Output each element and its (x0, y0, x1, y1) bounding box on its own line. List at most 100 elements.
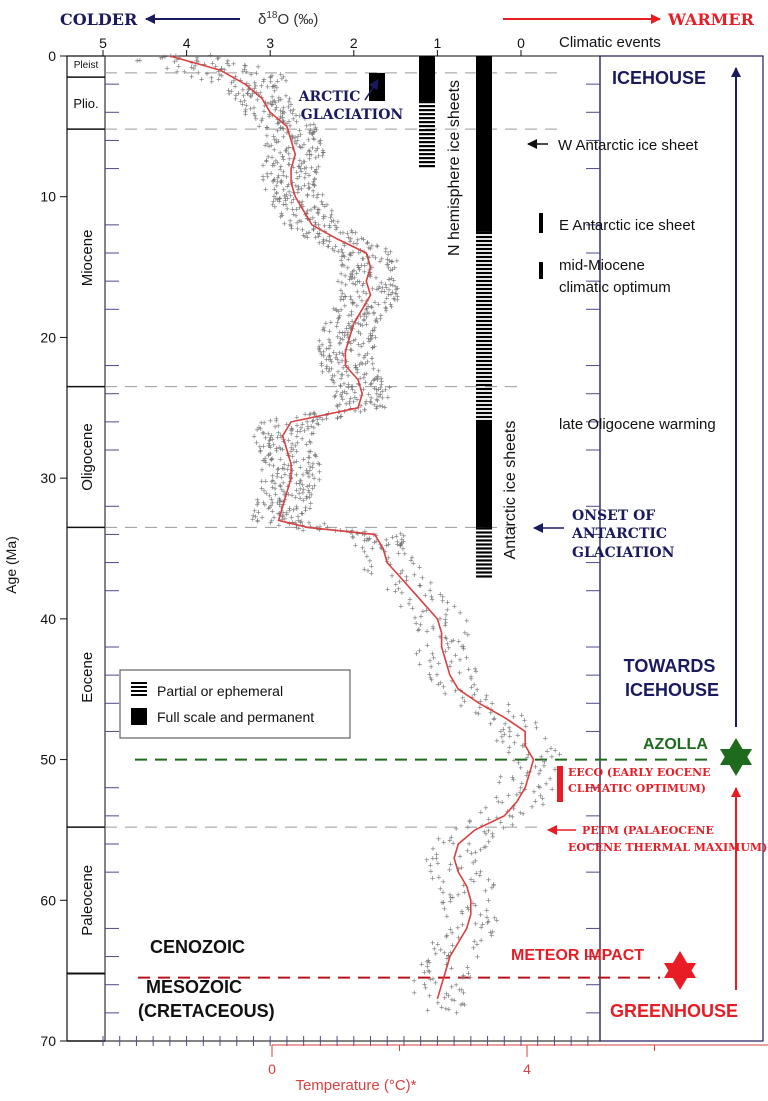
scatter-point: + (361, 234, 366, 244)
scatter-point: + (333, 242, 338, 252)
scatter-point: + (439, 898, 444, 908)
scatter-point: + (274, 416, 279, 426)
scatter-point: + (302, 232, 307, 242)
scatter-point: + (294, 523, 299, 533)
scatter-point: + (313, 451, 318, 461)
scatter-point: + (522, 785, 527, 795)
scatter-point: + (443, 1004, 448, 1014)
scatter-point: + (484, 913, 489, 923)
scatter-point: + (313, 220, 318, 230)
scatter-point: + (333, 526, 338, 536)
scatter-point: + (435, 939, 440, 949)
scatter-point: + (383, 547, 388, 557)
scatter-point: + (375, 396, 380, 406)
ice-sheet-full-bar (476, 56, 492, 232)
scatter-point: + (322, 211, 327, 221)
top-tick-label: 1 (434, 35, 442, 51)
arctic-glaciation-arrow (364, 79, 379, 101)
scatter-point: + (312, 181, 317, 191)
top-axis-label: δ18O (‰) (258, 10, 318, 28)
scatter-point: + (270, 507, 275, 517)
scatter-point: + (394, 532, 399, 542)
scatter-point: + (340, 259, 345, 269)
scatter-point: + (271, 176, 276, 186)
scatter-point: + (275, 158, 280, 168)
scatter-point: + (210, 58, 215, 68)
scatter-point: + (255, 516, 260, 526)
scatter-point: + (295, 512, 300, 522)
scatter-point: + (282, 514, 287, 524)
scatter-point: + (259, 116, 264, 126)
scatter-point: + (281, 437, 286, 447)
scatter-point: + (289, 513, 294, 523)
ice-sheet-full-bar (419, 56, 435, 102)
scatter-point: + (294, 205, 299, 215)
scatter-point: + (371, 308, 376, 318)
scatter-point: + (420, 607, 425, 617)
scatter-point: + (363, 377, 368, 387)
scatter-point: + (355, 277, 360, 287)
scatter-point: + (351, 397, 356, 407)
scatter-point: + (331, 348, 336, 358)
scatter-point: + (293, 181, 298, 191)
epoch-label: Pleist (74, 60, 99, 71)
scatter-point: + (265, 172, 270, 182)
scatter-point: + (371, 309, 376, 319)
scatter-point: + (511, 775, 516, 785)
scatter-point: + (368, 331, 373, 341)
scatter-point: + (311, 180, 316, 190)
scatter-point: + (280, 511, 285, 521)
scatter-point: + (254, 87, 259, 97)
scatter-point: + (376, 299, 381, 309)
y-tick-label: 20 (40, 329, 56, 345)
scatter-point: + (306, 146, 311, 156)
scatter-point: + (256, 62, 261, 72)
scatter-point: + (331, 246, 336, 256)
scatter-point: + (278, 148, 283, 158)
scatter-point: + (431, 624, 436, 634)
ice-sheet-partial-bar (476, 367, 492, 371)
scatter-point: + (333, 391, 338, 401)
events-panel-border (599, 55, 764, 1042)
scatter-point: + (310, 483, 315, 493)
scatter-point: + (326, 335, 331, 345)
scatter-point: + (347, 399, 352, 409)
scatter-point: + (253, 512, 258, 522)
scatter-point: + (340, 349, 345, 359)
scatter-point: + (278, 177, 283, 187)
scatter-point: + (255, 425, 260, 435)
scatter-point: + (453, 650, 458, 660)
scatter-point: + (300, 225, 305, 235)
scatter-point: + (309, 129, 314, 139)
scatter-point: + (222, 65, 227, 75)
scatter-point: + (425, 640, 430, 650)
scatter-point: + (459, 863, 464, 873)
scatter-point: + (312, 174, 317, 184)
scatter-point: + (270, 177, 275, 187)
scatter-point: + (286, 102, 291, 112)
scatter-point: + (494, 736, 499, 746)
scatter-point: + (209, 73, 214, 83)
scatter-point: + (332, 392, 337, 402)
scatter-point: + (457, 655, 462, 665)
scatter-point: + (259, 476, 264, 486)
scatter-point: + (328, 341, 333, 351)
scatter-point: + (296, 523, 301, 533)
ice-sheet-partial-bar (476, 539, 492, 542)
scatter-point: + (498, 818, 503, 828)
ice-sheet-partial-bar (476, 543, 492, 546)
ice-sheet-partial-bar (476, 331, 492, 335)
scatter-point: + (307, 492, 312, 502)
scatter-point: + (174, 67, 179, 77)
scatter-point: + (276, 464, 281, 474)
scatter-point: + (284, 508, 289, 518)
ice-sheet-partial-bar (476, 379, 492, 383)
scatter-point: + (296, 216, 301, 226)
scatter-point: + (307, 480, 312, 490)
scatter-point: + (335, 413, 340, 423)
scatter-point: + (290, 445, 295, 455)
scatter-point: + (358, 312, 363, 322)
scatter-point: + (448, 896, 453, 906)
legend-full-label: Full scale and permanent (157, 709, 314, 725)
scatter-point: + (335, 355, 340, 365)
